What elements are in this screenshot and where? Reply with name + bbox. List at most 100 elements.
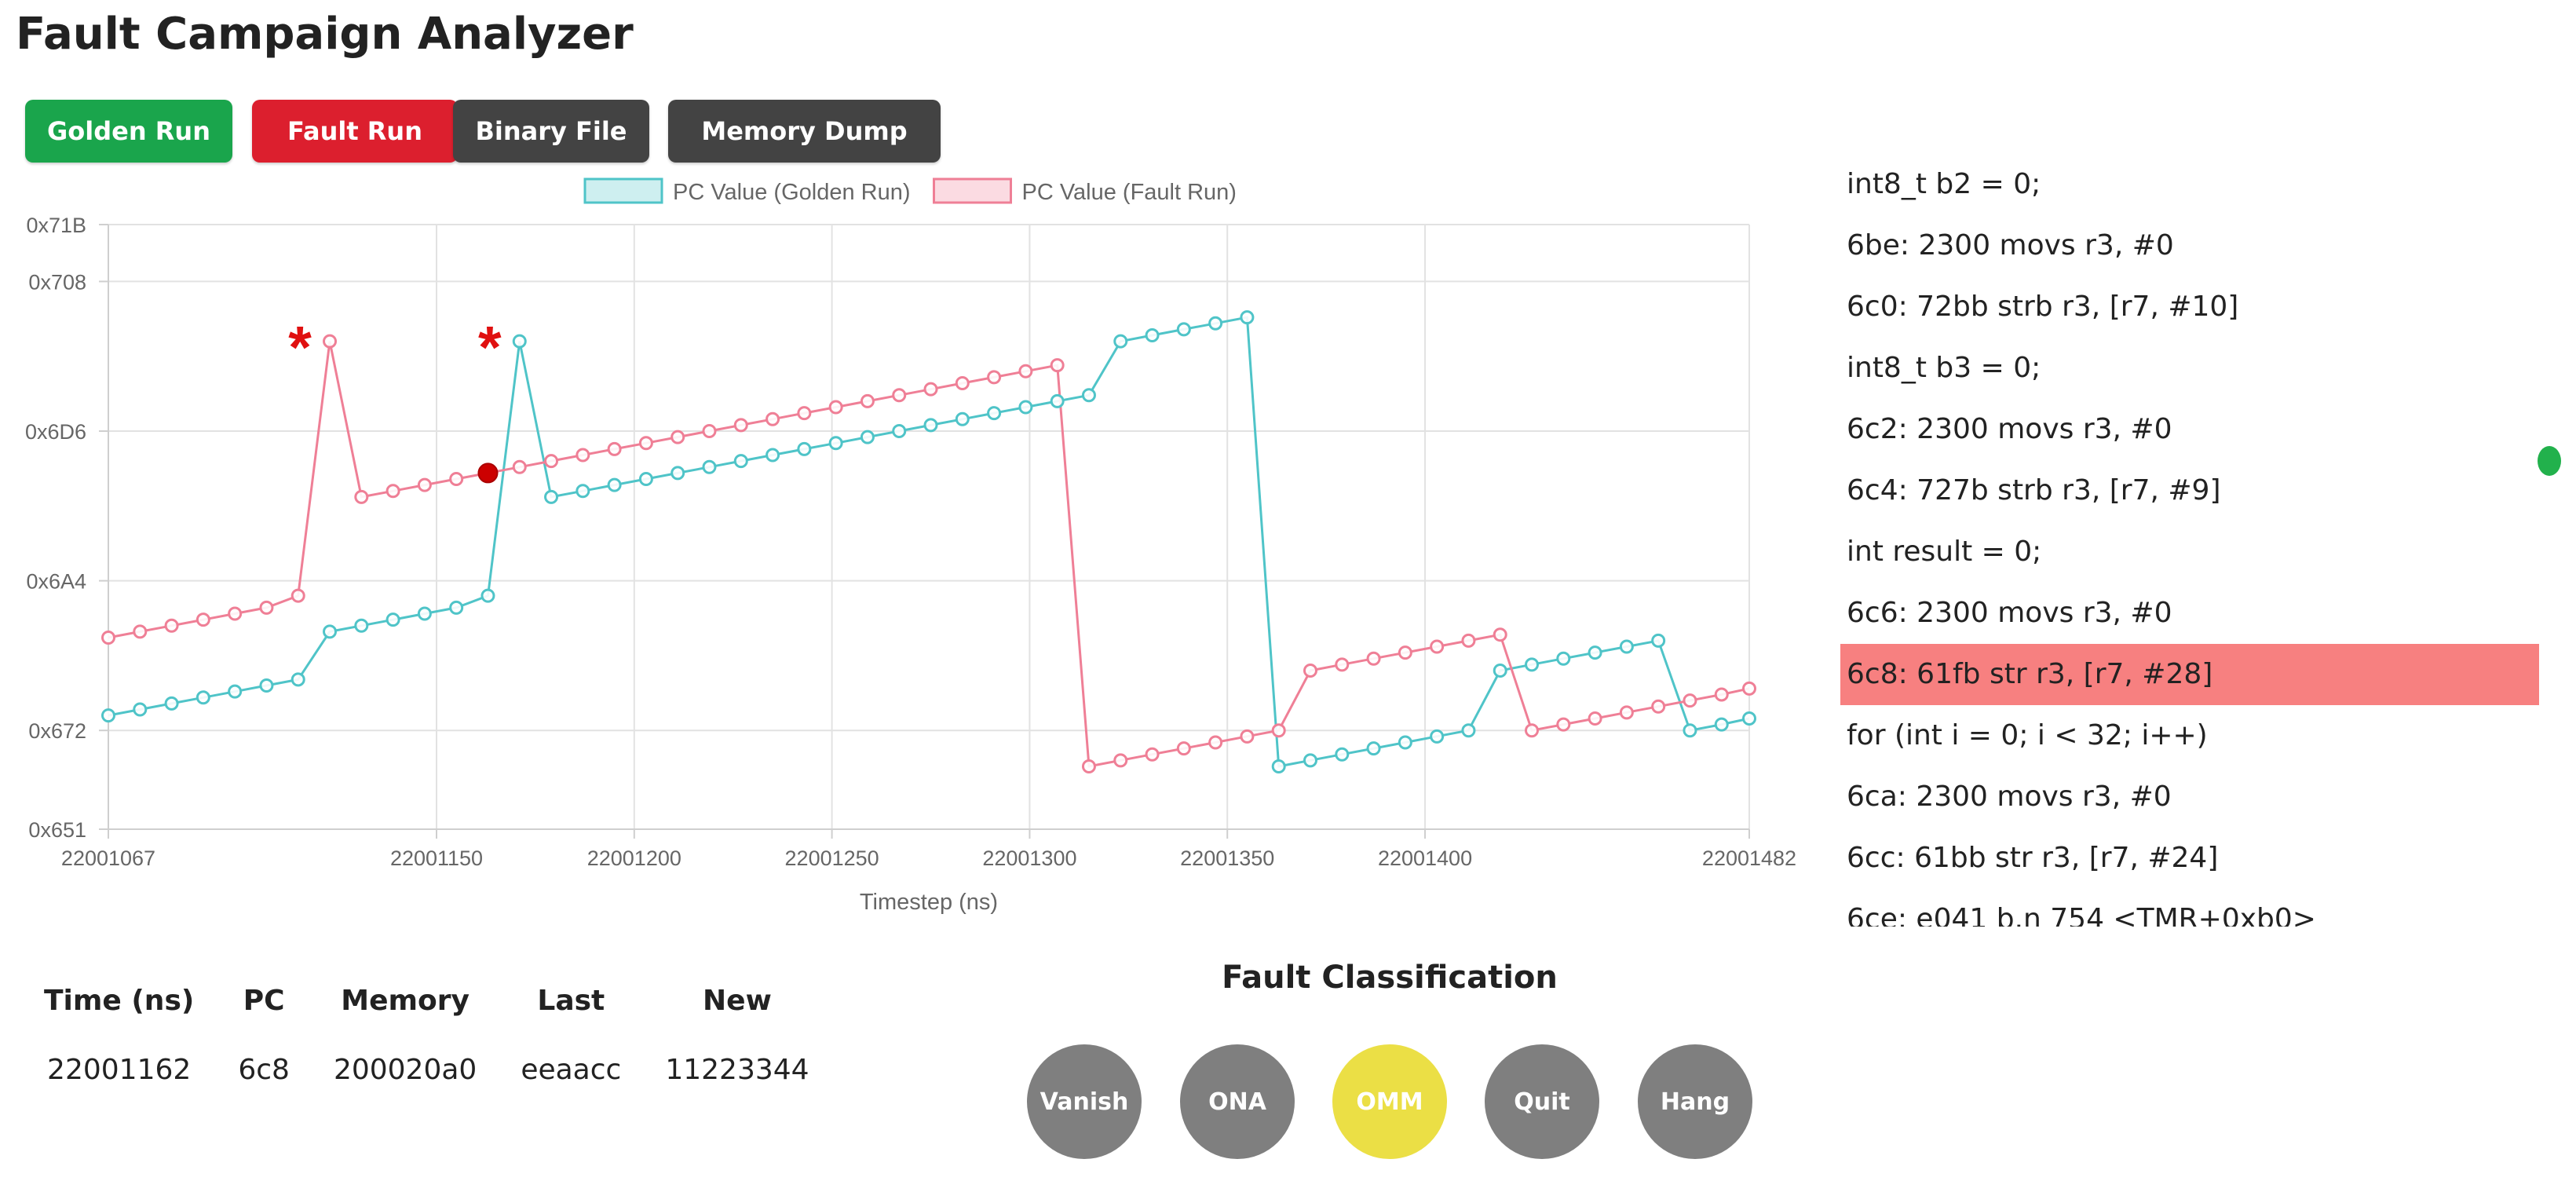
golden-run-point[interactable] bbox=[575, 484, 590, 499]
classification-omm-button[interactable]: OMM bbox=[1332, 1044, 1447, 1159]
golden-run-point[interactable] bbox=[1430, 729, 1445, 744]
golden-run-point[interactable] bbox=[133, 702, 148, 717]
golden-run-point[interactable] bbox=[228, 684, 243, 699]
fault-run-point[interactable] bbox=[228, 606, 243, 621]
golden-run-point[interactable] bbox=[765, 448, 780, 463]
code-line[interactable]: 6ce: e041 b.n 754 <TMR+0xb0> bbox=[1847, 903, 2316, 927]
golden-run-point[interactable] bbox=[417, 606, 432, 621]
golden-run-point[interactable] bbox=[1208, 316, 1223, 331]
golden-run-button[interactable]: Golden Run bbox=[25, 100, 232, 163]
golden-run-point[interactable] bbox=[1081, 388, 1096, 403]
golden-run-point[interactable] bbox=[1018, 400, 1033, 415]
golden-run-point[interactable] bbox=[1588, 645, 1602, 660]
fault-run-point[interactable] bbox=[702, 424, 717, 439]
golden-run-point[interactable] bbox=[195, 690, 210, 705]
fault-run-point[interactable] bbox=[1240, 729, 1255, 744]
golden-run-point[interactable] bbox=[164, 696, 179, 711]
code-line[interactable]: 6ca: 2300 movs r3, #0 bbox=[1847, 781, 2172, 813]
golden-run-point[interactable] bbox=[1145, 328, 1160, 343]
golden-run-point[interactable] bbox=[385, 612, 400, 627]
code-line[interactable]: for (int i = 0; i < 32; i++) bbox=[1847, 719, 2208, 751]
fault-run-point[interactable] bbox=[1556, 717, 1571, 732]
golden-run-point[interactable] bbox=[1619, 639, 1634, 654]
legend-swatch[interactable] bbox=[933, 177, 1012, 204]
fault-run-point[interactable] bbox=[638, 436, 653, 451]
golden-run-point[interactable] bbox=[670, 466, 685, 481]
fault-run-point[interactable] bbox=[544, 454, 559, 469]
memory-dump-button[interactable]: Memory Dump bbox=[668, 100, 941, 163]
fault-run-point[interactable] bbox=[1145, 747, 1160, 762]
selected-fault-point[interactable] bbox=[477, 463, 499, 484]
golden-run-point[interactable] bbox=[512, 334, 527, 349]
code-line[interactable]: 6cc: 61bb str r3, [r7, #24] bbox=[1847, 842, 2219, 874]
classification-ona-button[interactable]: ONA bbox=[1180, 1044, 1295, 1159]
golden-run-point[interactable] bbox=[1742, 711, 1756, 726]
binary-file-button[interactable]: Binary File bbox=[453, 100, 649, 163]
golden-run-point[interactable] bbox=[354, 618, 369, 633]
code-line[interactable]: int8_t b3 = 0; bbox=[1847, 352, 2041, 384]
golden-run-point[interactable] bbox=[101, 708, 115, 723]
golden-run-point[interactable] bbox=[1556, 651, 1571, 666]
fault-run-point[interactable] bbox=[955, 376, 970, 391]
golden-run-point[interactable] bbox=[1525, 657, 1540, 672]
fault-run-point[interactable] bbox=[860, 393, 875, 408]
chart-points[interactable] bbox=[101, 310, 1756, 773]
fault-run-point[interactable] bbox=[1683, 693, 1697, 708]
golden-run-point[interactable] bbox=[1398, 735, 1412, 750]
golden-run-point[interactable] bbox=[1493, 663, 1507, 678]
fault-run-point[interactable] bbox=[164, 618, 179, 633]
fault-run-point[interactable] bbox=[512, 459, 527, 474]
golden-run-point[interactable] bbox=[702, 459, 717, 474]
golden-run-point[interactable] bbox=[323, 624, 338, 639]
fault-run-point[interactable] bbox=[1271, 723, 1286, 738]
fault-run-point[interactable] bbox=[417, 477, 432, 492]
fault-run-point[interactable] bbox=[1588, 711, 1602, 726]
golden-run-point[interactable] bbox=[1714, 717, 1729, 732]
fault-run-point[interactable] bbox=[1398, 645, 1412, 660]
code-line[interactable]: 6c6: 2300 movs r3, #0 bbox=[1847, 597, 2172, 629]
golden-run-point[interactable] bbox=[638, 472, 653, 487]
code-line[interactable]: 6c0: 72bb strb r3, [r7, #10] bbox=[1847, 291, 2239, 323]
golden-run-point[interactable] bbox=[480, 588, 495, 603]
fault-run-point[interactable] bbox=[1018, 364, 1033, 378]
golden-run-point[interactable] bbox=[1366, 741, 1381, 756]
fault-run-point[interactable] bbox=[385, 484, 400, 499]
fault-run-point[interactable] bbox=[765, 411, 780, 426]
fault-run-point[interactable] bbox=[1714, 687, 1729, 702]
classification-hang-button[interactable]: Hang bbox=[1638, 1044, 1752, 1159]
fault-run-point[interactable] bbox=[1619, 705, 1634, 720]
legend-swatch[interactable] bbox=[583, 177, 663, 204]
fault-run-point[interactable] bbox=[1113, 753, 1128, 768]
golden-run-point[interactable] bbox=[1303, 753, 1317, 768]
fault-run-point[interactable] bbox=[987, 370, 1002, 385]
fault-run-point[interactable] bbox=[290, 588, 305, 603]
golden-run-point[interactable] bbox=[1461, 723, 1476, 738]
fault-run-point[interactable] bbox=[670, 430, 685, 444]
golden-run-point[interactable] bbox=[1113, 334, 1128, 349]
code-line[interactable]: int result = 0; bbox=[1847, 536, 2042, 568]
golden-run-point[interactable] bbox=[733, 454, 748, 469]
fault-run-point[interactable] bbox=[195, 612, 210, 627]
golden-run-point[interactable] bbox=[1240, 310, 1255, 325]
fault-run-point[interactable] bbox=[323, 334, 338, 349]
fault-run-point[interactable] bbox=[1335, 657, 1350, 672]
golden-run-point[interactable] bbox=[955, 411, 970, 426]
golden-run-point[interactable] bbox=[449, 600, 464, 615]
classification-quit-button[interactable]: Quit bbox=[1485, 1044, 1599, 1159]
golden-run-point[interactable] bbox=[1651, 633, 1666, 648]
fault-run-point[interactable] bbox=[1303, 663, 1317, 678]
fault-run-point[interactable] bbox=[828, 400, 843, 415]
fault-run-point[interactable] bbox=[354, 489, 369, 504]
fault-run-point[interactable] bbox=[1176, 741, 1191, 756]
chart-legend[interactable]: PC Value (Golden Run) PC Value (Fault Run… bbox=[583, 177, 1237, 205]
golden-run-point[interactable] bbox=[1683, 723, 1697, 738]
golden-run-point[interactable] bbox=[1176, 322, 1191, 337]
fault-run-point[interactable] bbox=[1742, 681, 1756, 696]
fault-run-point[interactable] bbox=[1493, 627, 1507, 642]
golden-run-point[interactable] bbox=[1271, 759, 1286, 773]
legend-label[interactable]: PC Value (Golden Run) bbox=[673, 180, 911, 205]
code-line[interactable]: 6be: 2300 movs r3, #0 bbox=[1847, 229, 2174, 261]
fault-run-point[interactable] bbox=[797, 406, 812, 421]
fault-run-point[interactable] bbox=[1050, 358, 1065, 373]
fault-run-point[interactable] bbox=[1651, 699, 1666, 714]
